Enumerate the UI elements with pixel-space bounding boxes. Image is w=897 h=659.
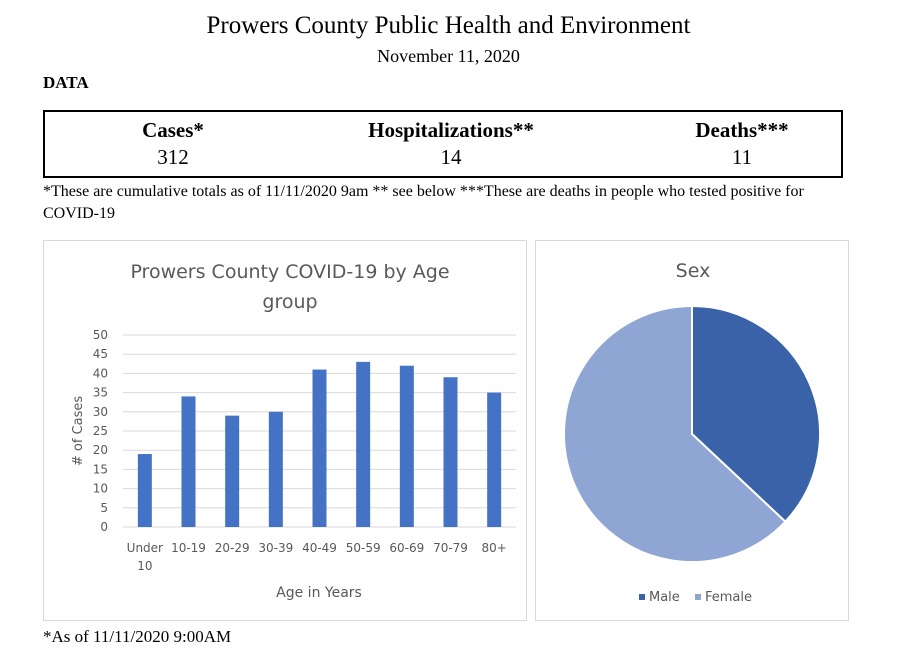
deaths-label: Deaths*** [695,118,789,142]
y-tick-label: 15 [93,462,108,476]
page-title: Prowers County Public Health and Environ… [206,12,691,39]
hospitalizations-label: Hospitalizations** [368,118,534,142]
deaths-value: 11 [731,145,753,169]
summary-table: Cases* 312 Hospitalizations** 14 Deaths*… [43,110,843,178]
x-tick-label: 70-79 [433,541,468,555]
x-tick-label: 20-29 [215,541,250,555]
y-tick-label: 35 [93,386,108,400]
bar [356,361,371,527]
footnote: *These are cumulative totals as of 11/11… [43,183,804,222]
x-tick-label: 10-19 [171,541,206,555]
hospitalizations-value: 14 [440,145,462,169]
legend-label-female: Female [705,590,752,605]
x-tick-label: 10 [137,559,152,573]
chart-title-line: Prowers County COVID-19 by Age [130,261,449,283]
y-tick-label: 50 [93,328,108,342]
cases-label: Cases* [142,118,204,142]
as-of-note: *As of 11/11/2020 9:00AM [43,627,232,646]
bar [225,415,240,527]
x-axis-label: Age in Years [276,585,362,601]
bar [399,365,414,527]
y-tick-label: 5 [100,501,108,515]
legend-swatch-female [695,594,701,600]
x-tick-label: 50-59 [346,541,381,555]
y-tick-label: 20 [93,443,108,457]
hospitalizations-stat: Hospitalizations** 14 [321,118,581,170]
y-tick-label: 40 [93,366,108,380]
x-tick-label: 60-69 [389,541,424,555]
y-tick-label: 25 [93,424,108,438]
bar [137,454,152,527]
x-tick-label: 30-39 [258,541,293,555]
bar [268,411,283,527]
pie-title: Sex [676,260,711,282]
x-tick-label: Under [127,541,163,555]
chart-title-line: group [262,291,317,313]
bar-chart-svg: Prowers County COVID-19 by Age group 0 5 10 1… [71,261,516,601]
y-axis-label: # of Cases [71,396,86,467]
age-bar-chart: Prowers County COVID-19 by Age group 0 5 10 1… [43,240,527,621]
legend-label-male: Male [649,590,680,605]
bar [487,392,502,527]
y-tick-label: 10 [93,482,108,496]
report-date: November 11, 2020 [377,46,520,66]
bar [443,377,458,527]
section-heading: DATA [43,73,89,92]
bar [181,396,196,527]
x-tick-label: 40-49 [302,541,337,555]
y-tick-label: 45 [93,347,108,361]
pie-slice-male [691,304,821,524]
pie-chart-svg: Sex Male Female [563,260,821,605]
pie-slice-female [563,304,787,563]
y-tick-label: 30 [93,405,108,419]
x-tick-label: 80+ [482,541,507,555]
cases-stat: Cases* 312 [43,118,303,170]
deaths-stat: Deaths*** 11 [612,118,872,170]
sex-pie-chart: Sex Male Female [535,240,849,621]
bar [312,369,327,527]
cases-value: 312 [157,145,189,169]
y-tick-label: 0 [100,520,108,534]
legend-swatch-male [639,594,645,600]
